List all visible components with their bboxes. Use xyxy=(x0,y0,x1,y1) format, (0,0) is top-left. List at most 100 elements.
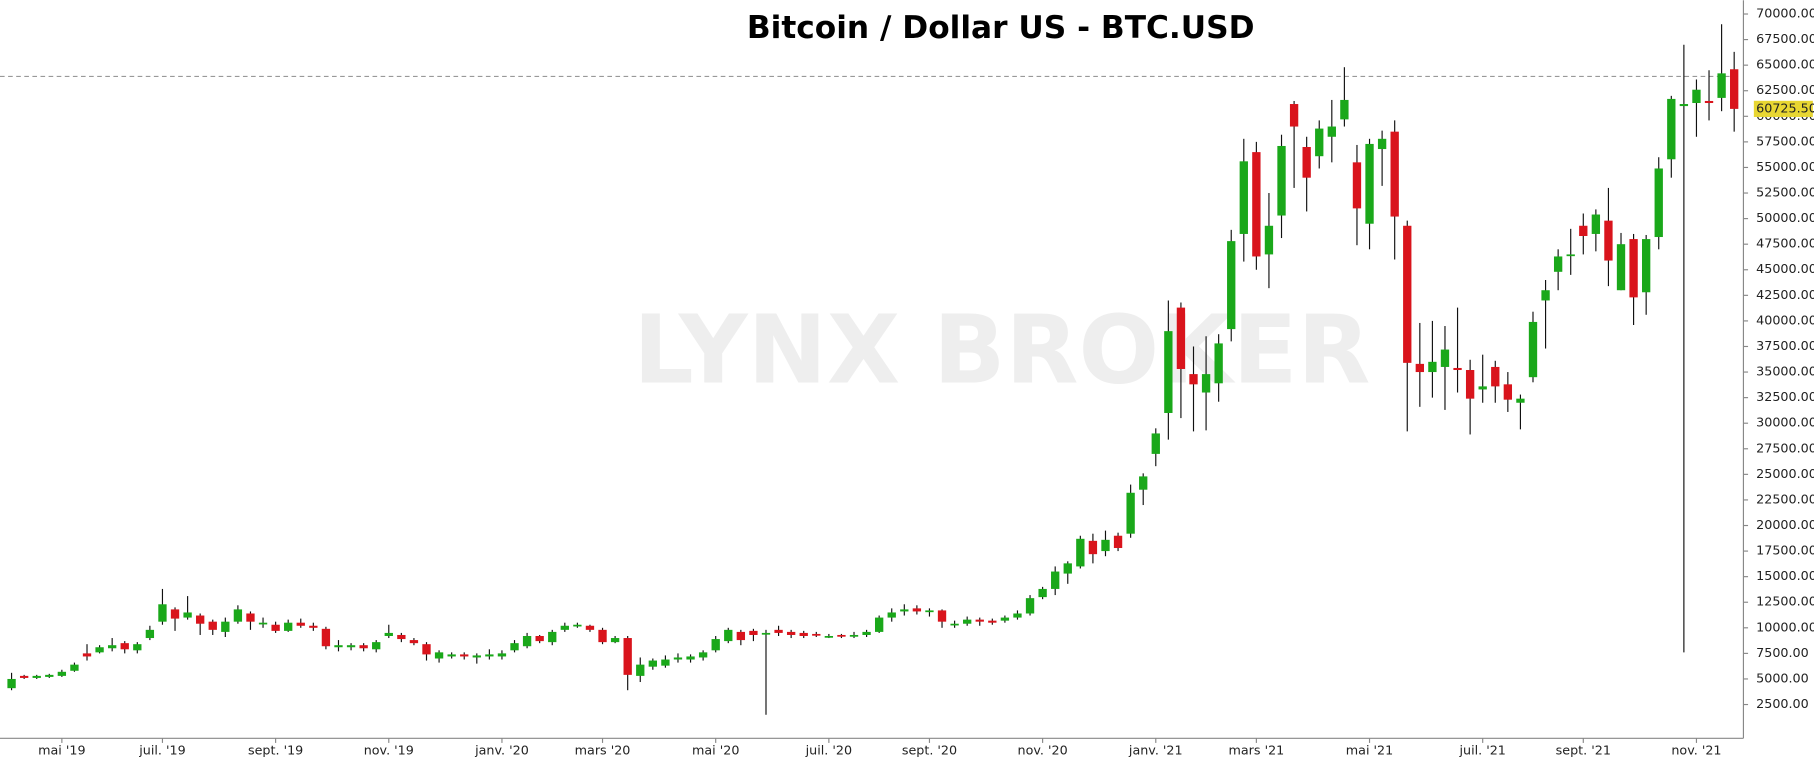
candle-body xyxy=(434,652,444,659)
x-tick-label: janv. '20 xyxy=(474,743,529,757)
candle-body xyxy=(636,664,645,676)
candle-body xyxy=(548,631,557,643)
y-tick-label: 52500.00 xyxy=(1756,185,1814,200)
candle-body xyxy=(1239,161,1248,234)
candle-body xyxy=(1063,563,1072,574)
candle-body xyxy=(1088,540,1098,555)
candle-body xyxy=(1013,613,1022,618)
candle-body xyxy=(1654,168,1663,238)
candle-body xyxy=(321,628,331,647)
x-tick-label: sept. '20 xyxy=(902,743,957,757)
candle-body xyxy=(887,612,896,618)
x-tick-label: nov. '21 xyxy=(1671,743,1721,757)
candle-body xyxy=(711,639,720,651)
candle-body xyxy=(963,619,972,624)
y-tick-label: 20000.00 xyxy=(1756,517,1814,532)
candle-body xyxy=(1101,539,1110,552)
candle-body xyxy=(296,622,305,626)
candle-body xyxy=(1566,254,1575,257)
candle-body xyxy=(510,643,519,651)
candle-body xyxy=(1038,588,1047,598)
candle-body xyxy=(1201,374,1211,393)
candle-body xyxy=(1126,492,1135,534)
candle-body xyxy=(975,619,984,622)
y-tick-label: 27500.00 xyxy=(1756,440,1814,455)
candle-body xyxy=(19,675,29,678)
candle-body xyxy=(862,631,871,635)
y-tick-label: 30000.00 xyxy=(1756,415,1814,430)
candle-body xyxy=(284,622,293,631)
candle-body xyxy=(585,625,595,630)
candle-body xyxy=(1503,384,1513,400)
candle-body xyxy=(1289,104,1299,127)
candle-body xyxy=(372,642,381,650)
candle-body xyxy=(1629,239,1638,298)
y-tick-label: 67500.00 xyxy=(1756,31,1814,46)
candle-body xyxy=(95,647,104,653)
candle-body xyxy=(1541,290,1550,301)
x-tick-label: mai '19 xyxy=(38,743,85,757)
y-tick-label: 37500.00 xyxy=(1756,338,1814,353)
y-tick-label: 47500.00 xyxy=(1756,236,1814,251)
candle-body xyxy=(925,610,934,613)
x-tick-label: sept. '21 xyxy=(1556,743,1611,757)
candle-body xyxy=(1667,98,1676,160)
candle-body xyxy=(812,633,821,636)
candle-body xyxy=(1440,349,1450,367)
candle-body xyxy=(1076,538,1085,567)
candle-body xyxy=(912,608,922,612)
candle-body xyxy=(447,654,456,657)
candle-body xyxy=(309,625,318,628)
candle-body xyxy=(82,653,92,657)
candle-body xyxy=(1591,214,1601,234)
last-price-label: 60725.50 xyxy=(1756,100,1814,115)
candle-body xyxy=(1641,239,1651,293)
y-tick-label: 17500.00 xyxy=(1756,543,1814,558)
candle-body xyxy=(1616,244,1626,291)
candle-body xyxy=(1315,128,1324,157)
candle-body xyxy=(1491,366,1500,387)
candle-body xyxy=(485,654,494,657)
candle-body xyxy=(698,652,708,658)
candle-body xyxy=(1415,363,1424,373)
y-tick-label: 2500.00 xyxy=(1756,696,1809,711)
candle-body xyxy=(359,645,368,649)
candle-body xyxy=(950,623,959,626)
candle-body xyxy=(1453,367,1462,371)
candle-body xyxy=(749,630,758,635)
candle-body xyxy=(1579,225,1588,236)
candle-body xyxy=(70,664,79,671)
candle-body xyxy=(170,609,180,619)
candle-body xyxy=(1113,535,1123,549)
y-tick-label: 70000.00 xyxy=(1756,6,1814,21)
candle-body xyxy=(598,629,607,643)
candle-body xyxy=(736,631,746,641)
candle-body xyxy=(1176,307,1186,369)
candle-body xyxy=(535,635,544,642)
candle-body xyxy=(1352,162,1362,209)
x-tick-label: sept. '19 xyxy=(248,743,303,757)
candle-body xyxy=(1365,143,1374,224)
candle-body xyxy=(271,624,280,631)
chart-title: Bitcoin / Dollar US - BTC.USD xyxy=(747,10,1255,46)
candle-body xyxy=(1717,73,1726,98)
candle-body xyxy=(1227,241,1236,330)
x-tick-label: mars '20 xyxy=(575,743,631,757)
x-tick-label: juil. '19 xyxy=(138,743,185,757)
candle-body xyxy=(1465,370,1475,399)
candle-body xyxy=(221,621,230,632)
candle-body xyxy=(724,629,733,642)
candle-body xyxy=(1164,331,1173,413)
candle-body xyxy=(133,644,142,651)
x-tick-label: janv. '21 xyxy=(1128,743,1183,757)
candle-body xyxy=(686,656,695,660)
candle-body xyxy=(1604,220,1613,261)
candle-body xyxy=(1390,131,1399,217)
candle-body xyxy=(1051,571,1060,589)
candle-body xyxy=(560,625,569,630)
x-tick-label: juil. '20 xyxy=(805,743,852,757)
y-tick-label: 5000.00 xyxy=(1756,670,1809,685)
candle-body xyxy=(472,655,481,658)
y-tick-label: 62500.00 xyxy=(1756,82,1814,97)
